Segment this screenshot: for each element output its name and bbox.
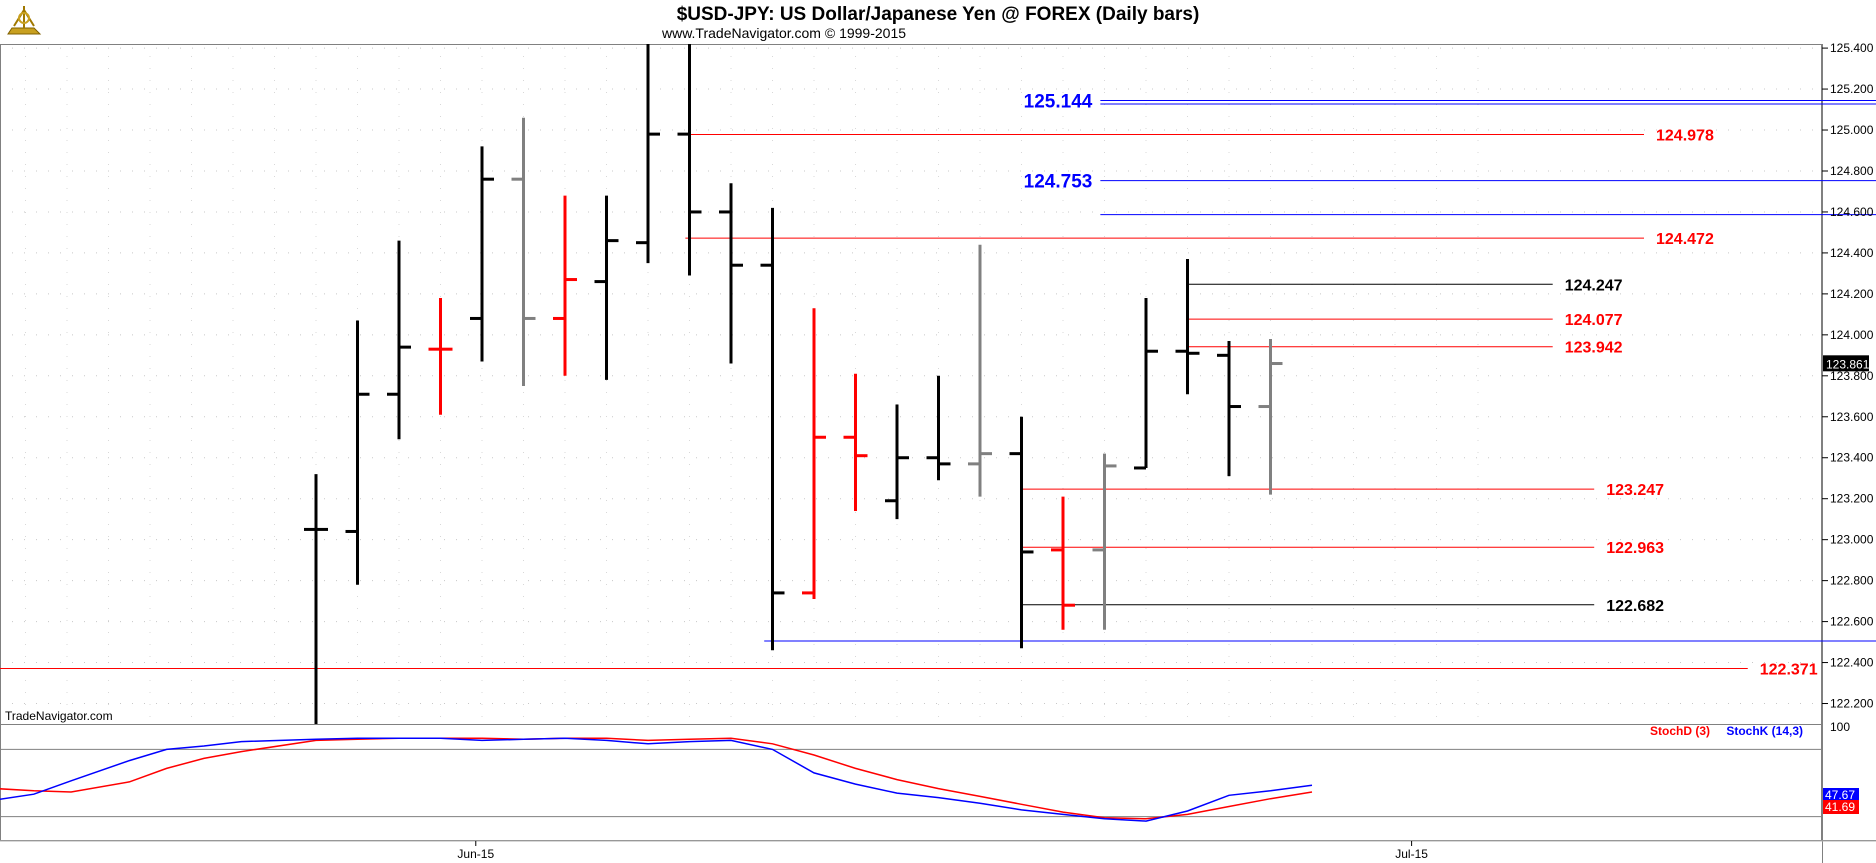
stoch-last-marker	[1823, 800, 1859, 814]
level-label: 123.942	[1565, 340, 1623, 357]
price-tick-label: 125.400	[1830, 41, 1874, 55]
level-label: 125.144	[1024, 92, 1093, 113]
price-tick-label: 123.200	[1830, 492, 1874, 506]
level-label: 124.077	[1565, 312, 1623, 329]
stoch-last-marker	[1823, 788, 1859, 802]
price-tick-label: 122.800	[1830, 574, 1874, 588]
price-tick-label: 124.400	[1830, 246, 1874, 260]
level-label: 124.472	[1656, 231, 1714, 248]
stoch-legend-label: StochD (3)	[1650, 724, 1710, 738]
date-axis[interactable]: Jun-15 Jul-15	[457, 841, 1428, 861]
price-tick-label: 124.800	[1830, 164, 1874, 178]
last-price-label: 123.861	[1826, 357, 1870, 371]
stoch-tick-label: 100	[1830, 720, 1850, 734]
price-tick-label: 123.000	[1830, 533, 1874, 547]
level-label: 122.371	[1760, 661, 1818, 678]
price-bars	[304, 44, 1283, 724]
stoch-series-line	[0, 737, 1313, 822]
price-panel-frame	[0, 44, 1822, 725]
chart-subtitle: www.TradeNavigator.com © 1999-2015	[661, 25, 906, 41]
price-tick-label: 122.600	[1830, 615, 1874, 629]
price-tick-label: 125.200	[1830, 82, 1874, 96]
chart-title: $USD-JPY: US Dollar/Japanese Yen @ FOREX…	[677, 4, 1200, 25]
price-tick-label: 124.000	[1830, 328, 1874, 342]
level-label: 122.682	[1606, 598, 1664, 615]
price-tick-label: 125.000	[1830, 123, 1874, 137]
level-lines: 125.144125.127124.978124.753124.587124.4…	[0, 92, 1876, 678]
watermark: TradeNavigator.com	[5, 709, 113, 723]
price-tick-label: 124.600	[1830, 205, 1874, 219]
sextant-icon	[7, 6, 42, 35]
last-price-marker	[1823, 355, 1869, 372]
price-tick-label: 122.400	[1830, 656, 1874, 670]
price-grid	[0, 44, 1822, 724]
panel-frames	[0, 44, 1876, 863]
date-tick-label: Jun-15	[457, 847, 494, 861]
price-tick-label: 123.800	[1830, 369, 1874, 383]
level-label: 124.247	[1565, 277, 1623, 294]
price-tick-label: 123.600	[1830, 410, 1874, 424]
stoch-legend-label: StochK (14,3)	[1726, 724, 1803, 738]
stoch-last-label: 41.69	[1825, 800, 1855, 814]
stoch-last-label: 47.67	[1825, 788, 1855, 802]
price-axis[interactable]: 125.400 125.200 125.000 124.800 124.600 124.4…	[1822, 41, 1874, 711]
level-label: 122.963	[1606, 540, 1664, 557]
price-tick-label: 122.200	[1830, 697, 1874, 711]
date-tick-label: Jul-15	[1395, 847, 1428, 861]
price-tick-label: 124.200	[1830, 287, 1874, 301]
level-label: 124.753	[1024, 172, 1093, 193]
price-tick-label: 123.400	[1830, 451, 1874, 465]
stoch-series-line	[0, 737, 1313, 820]
level-label: 123.247	[1606, 482, 1664, 499]
level-label: 124.978	[1656, 128, 1714, 145]
